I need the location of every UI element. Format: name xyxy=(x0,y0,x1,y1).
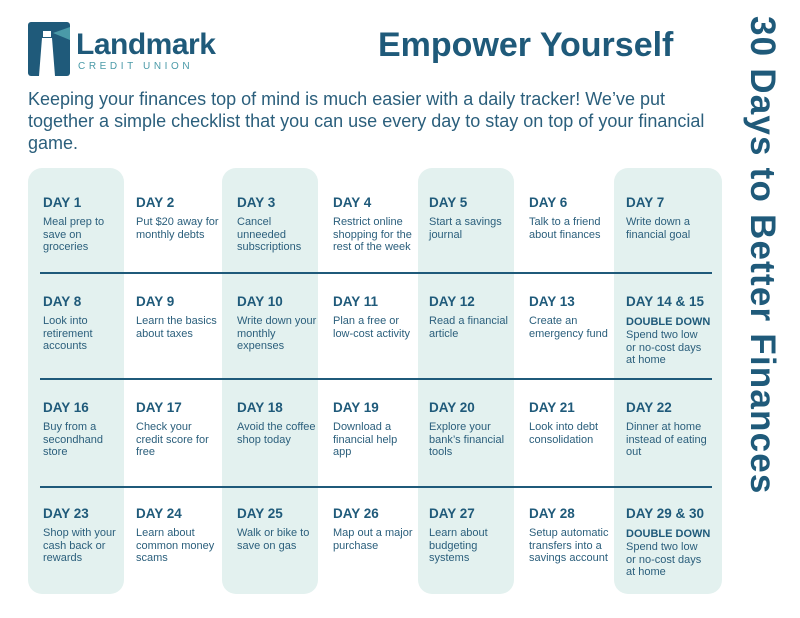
logo-icon xyxy=(28,22,70,76)
day-label: DAY 17 xyxy=(136,400,182,415)
day-text: Explore your bank’s financial tools xyxy=(429,421,505,458)
day-label: DAY 26 xyxy=(333,506,379,521)
day-note: DOUBLE DOWN xyxy=(626,316,711,328)
day-text: Spend two low or no-cost days at home xyxy=(626,329,702,366)
day-label: DAY 28 xyxy=(529,506,575,521)
day-text: Plan a free or low-cost activity xyxy=(333,315,411,340)
day-label: DAY 6 xyxy=(529,195,568,210)
day-text: Look into debt consolidation xyxy=(529,421,599,446)
side-title: 30 Days to Better Finances xyxy=(743,16,782,495)
day-label: DAY 23 xyxy=(43,506,89,521)
day-label: DAY 10 xyxy=(237,294,283,309)
day-text: Walk or bike to save on gas xyxy=(237,527,310,552)
day-text: Download a financial help app xyxy=(333,421,398,458)
day-label: DAY 1 xyxy=(43,195,82,210)
day-label: DAY 16 xyxy=(43,400,89,415)
column-bg xyxy=(222,168,318,594)
day-label: DAY 22 xyxy=(626,400,672,415)
day-text: Spend two low or no-cost days at home xyxy=(626,541,702,578)
day-label: DAY 29 & 30 xyxy=(626,506,705,521)
day-label: DAY 3 xyxy=(237,195,276,210)
day-text: Read a financial article xyxy=(429,315,508,340)
day-label: DAY 4 xyxy=(333,195,372,210)
day-text: Put $20 away for monthly debts xyxy=(136,216,219,241)
day-text: Cancel unneeded subscriptions xyxy=(237,216,302,253)
day-text: Meal prep to save on groceries xyxy=(43,216,105,253)
day-text: Map out a major purchase xyxy=(333,527,413,552)
logo-name: Landmark xyxy=(76,28,216,61)
day-note: DOUBLE DOWN xyxy=(626,528,711,540)
day-label: DAY 2 xyxy=(136,195,175,210)
day-label: DAY 25 xyxy=(237,506,283,521)
day-text: Learn about budgeting systems xyxy=(429,527,488,564)
intro: Keeping your finances top of mind is muc… xyxy=(28,89,705,153)
day-label: DAY 19 xyxy=(333,400,379,415)
column-bg xyxy=(418,168,514,594)
logo-subtitle: CREDIT UNION xyxy=(78,61,194,72)
day-label: DAY 20 xyxy=(429,400,475,415)
day-label: DAY 7 xyxy=(626,195,665,210)
day-text: Buy from a secondhand store xyxy=(43,421,103,458)
day-label: DAY 24 xyxy=(136,506,182,521)
day-text: Setup automatic transfers into a savings… xyxy=(529,527,609,564)
column-bg xyxy=(614,168,722,594)
day-text: Check your credit score for free xyxy=(136,421,209,458)
title: Empower Yourself xyxy=(378,26,674,64)
day-text: Create an emergency fund xyxy=(529,315,608,340)
column-bg xyxy=(28,168,124,594)
day-label: DAY 21 xyxy=(529,400,575,415)
day-text: Avoid the coffee shop today xyxy=(237,421,316,446)
day-label: DAY 12 xyxy=(429,294,475,309)
day-text: Learn about common money scams xyxy=(136,527,215,564)
day-label: DAY 11 xyxy=(333,294,379,309)
day-text: Start a savings journal xyxy=(429,216,502,241)
day-text: Write down your monthly expenses xyxy=(237,315,317,352)
day-text: Learn the basics about taxes xyxy=(136,315,217,340)
row-separator xyxy=(40,272,712,274)
day-text: Restrict online shopping for the rest of… xyxy=(333,216,412,253)
day-label: DAY 14 & 15 xyxy=(626,294,705,309)
day-text: Dinner at home instead of eating out xyxy=(626,421,707,458)
row-separator xyxy=(40,378,712,380)
day-label: DAY 13 xyxy=(529,294,575,309)
row-separator xyxy=(40,486,712,488)
day-label: DAY 5 xyxy=(429,195,468,210)
day-label: DAY 18 xyxy=(237,400,283,415)
day-label: DAY 9 xyxy=(136,294,175,309)
day-text: Write down a financial goal xyxy=(626,216,691,241)
day-text: Look into retirement accounts xyxy=(43,315,93,352)
day-label: DAY 8 xyxy=(43,294,82,309)
day-label: DAY 27 xyxy=(429,506,475,521)
day-text: Talk to a friend about finances xyxy=(529,216,601,241)
day-text: Shop with your cash back or rewards xyxy=(43,527,116,564)
